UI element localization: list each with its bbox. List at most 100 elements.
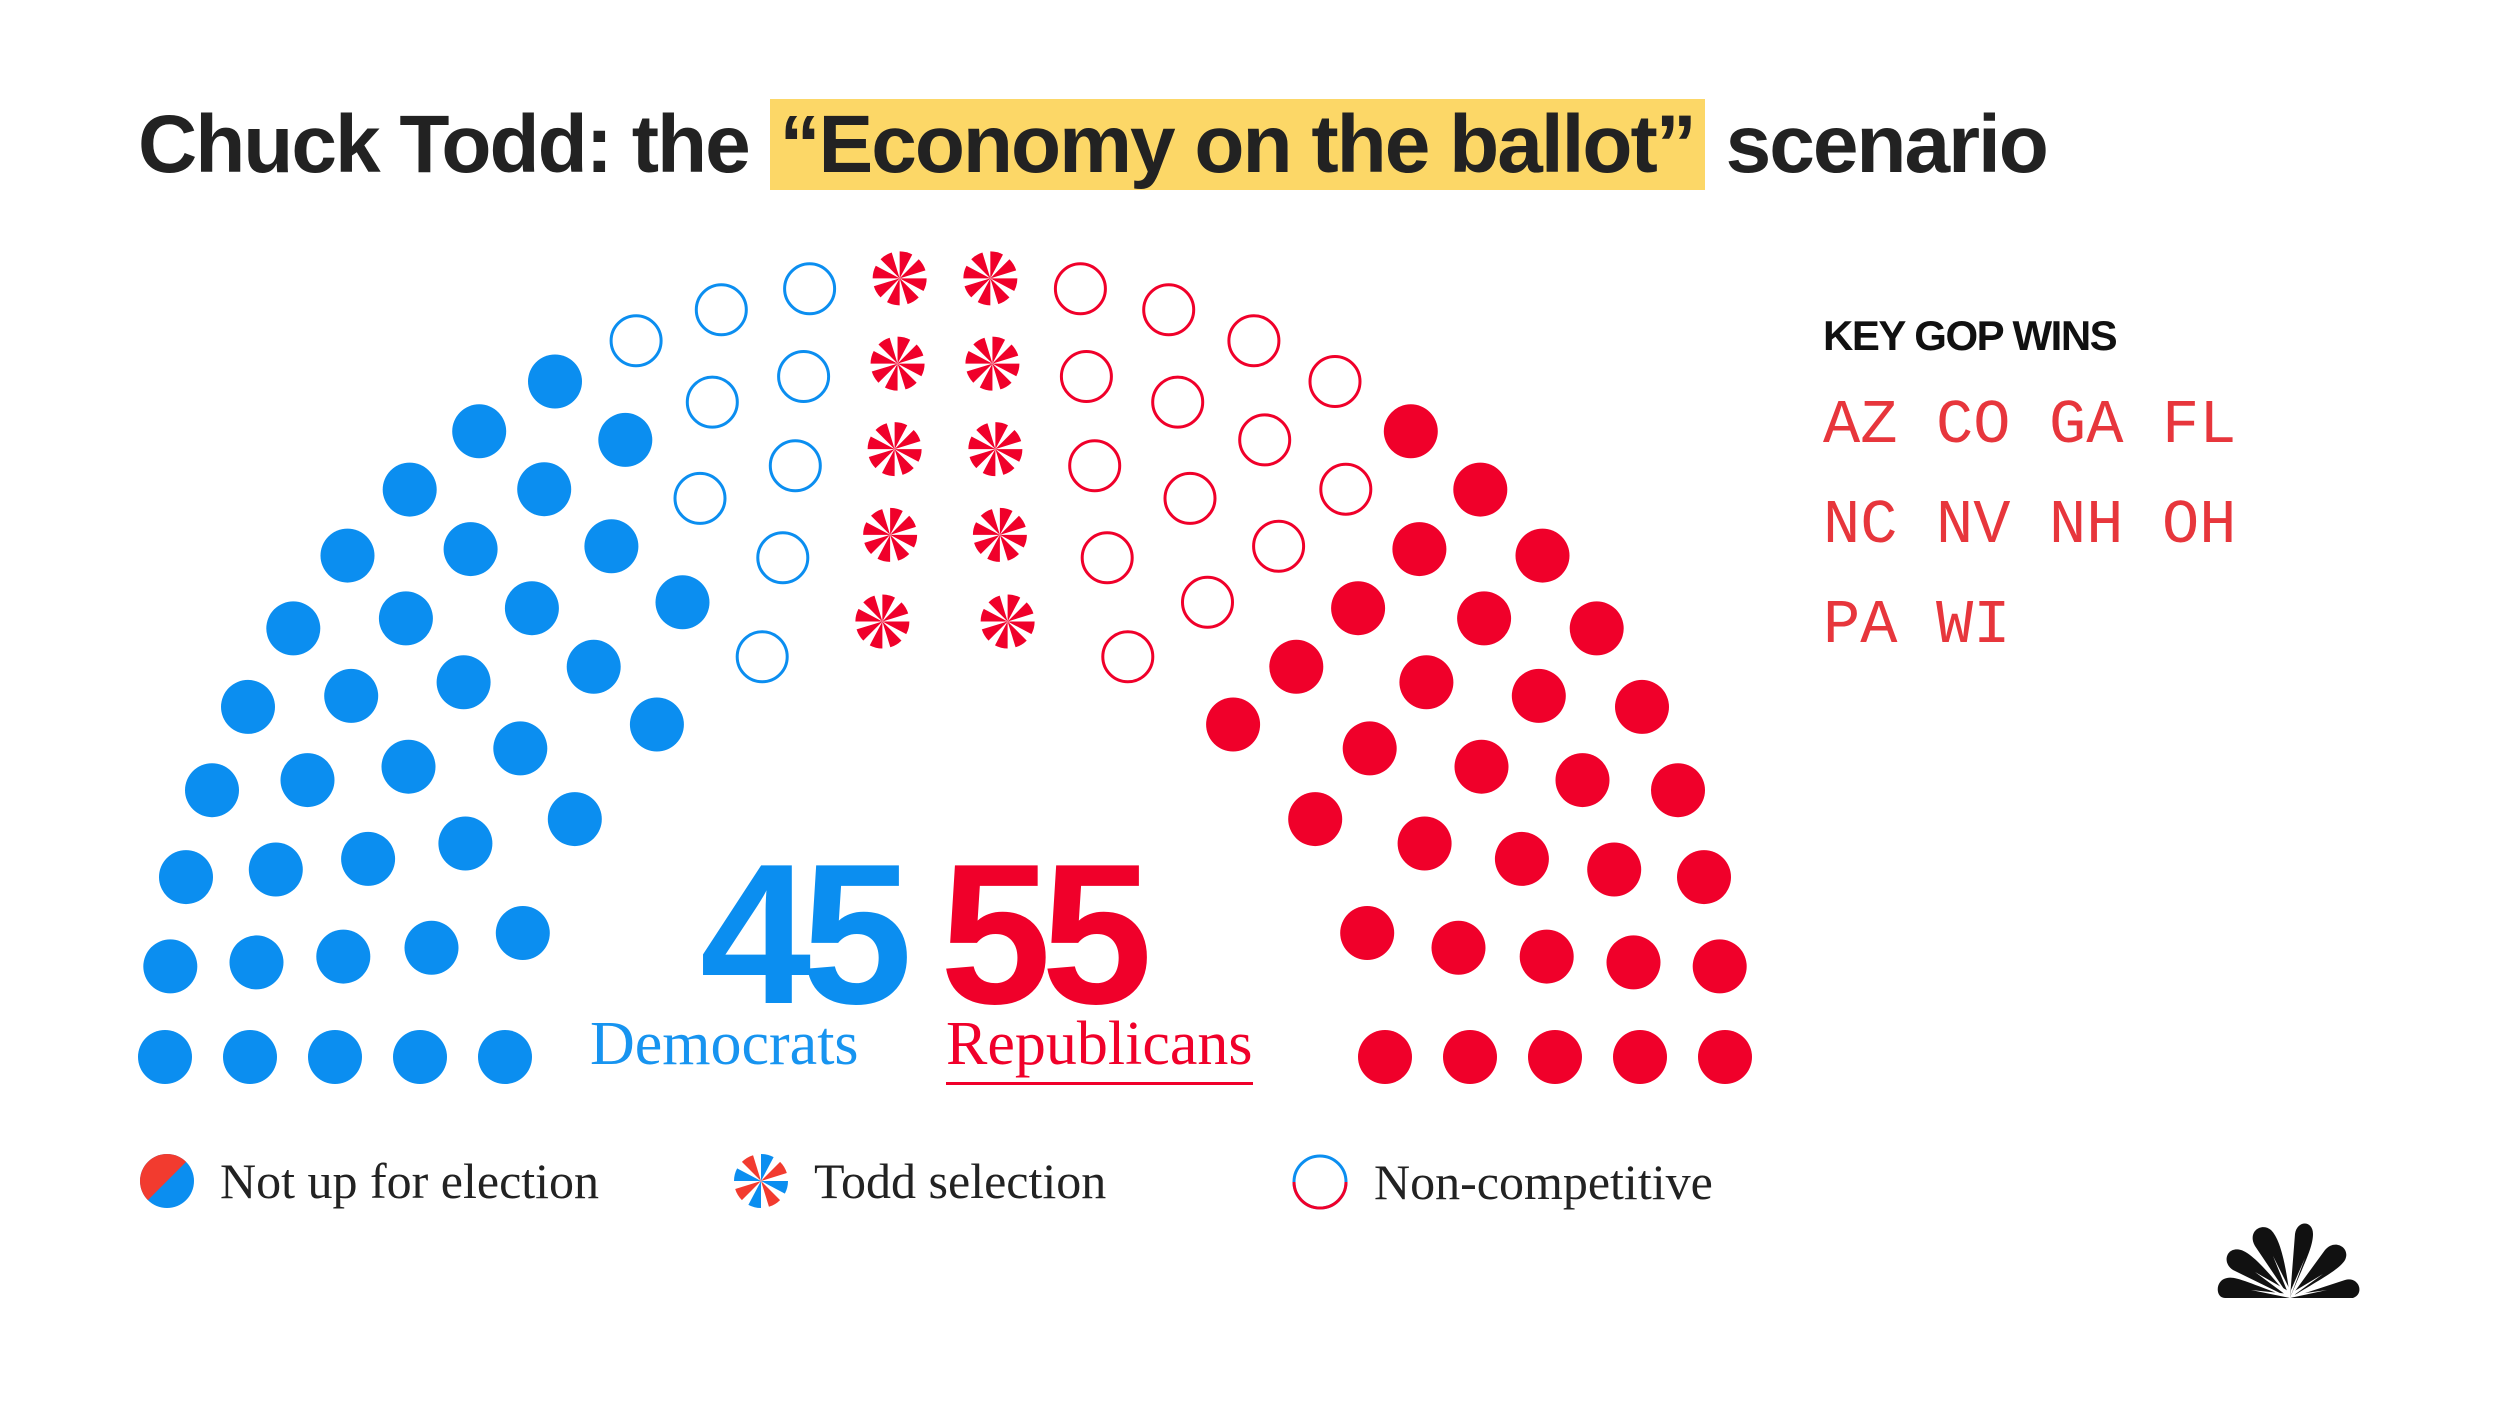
- state-label: NV: [1936, 490, 2011, 561]
- seat-not-up-dem: [478, 1030, 532, 1084]
- key-gop-states: AZ CO GA FL NC NV NH OH PA WI: [1823, 395, 2383, 657]
- legend-noncomp: Non-competitive: [1290, 1152, 1713, 1212]
- pinwheel-wedge: [761, 1181, 781, 1207]
- seat-not-up-rep: [1613, 1030, 1667, 1084]
- state-label: CO: [1936, 390, 2011, 461]
- dem-label: Democrats: [590, 1010, 859, 1078]
- seat-not-up-rep: [1606, 935, 1661, 990]
- seat-not-up-dem: [443, 522, 498, 577]
- seat-todd-rep: [872, 251, 927, 306]
- seat-todd-rep: [965, 336, 1020, 391]
- seat-not-up-rep: [1519, 929, 1574, 984]
- seat-not-up-dem: [517, 462, 572, 517]
- rep-seat-count: 55: [940, 823, 1152, 1046]
- seat-todd-rep: [980, 594, 1035, 649]
- pinwheel-wedge: [735, 1181, 761, 1201]
- seat-not-up-rep: [1555, 753, 1610, 808]
- seat-noncomp-dem: [768, 439, 822, 493]
- seat-noncomp-rep: [1319, 462, 1373, 516]
- seat-not-up-rep: [1698, 1030, 1752, 1084]
- pinwheel-wedge: [748, 1181, 761, 1208]
- seat-not-up-rep: [1397, 816, 1452, 871]
- seat-not-up-rep: [1615, 679, 1669, 734]
- seat-noncomp-dem: [694, 283, 748, 337]
- seat-not-up-rep: [1399, 655, 1454, 710]
- state-label: NH: [2049, 490, 2124, 561]
- legend-todd-label: Todd selection: [814, 1153, 1107, 1209]
- seat-not-up-rep: [1457, 591, 1512, 646]
- seat-not-up-rep: [1454, 739, 1509, 794]
- seat-not-up-rep: [1443, 1030, 1497, 1084]
- seat-not-up-rep: [1288, 792, 1343, 847]
- pinwheel-wedge: [761, 1161, 787, 1181]
- seat-not-up-rep: [1651, 763, 1705, 818]
- seat-noncomp-rep: [1227, 314, 1281, 368]
- seat-not-up-rep: [1692, 939, 1747, 994]
- state-label: WI: [1936, 590, 2011, 661]
- seat-noncomp-dem: [777, 350, 831, 403]
- seat-todd-rep: [968, 422, 1023, 477]
- seat-not-up-dem: [280, 753, 335, 808]
- seat-noncomp-rep: [1059, 350, 1113, 403]
- rep-label: Republicans: [946, 1010, 1253, 1086]
- seat-not-up-dem: [308, 1030, 362, 1084]
- seat-not-up-rep: [1453, 462, 1508, 517]
- state-label: FL: [2162, 390, 2237, 461]
- seat-not-up-dem: [266, 601, 321, 656]
- seat-noncomp-rep: [1142, 283, 1196, 337]
- seat-todd-rep: [963, 251, 1018, 306]
- seat-not-up-rep: [1494, 831, 1549, 886]
- state-label: AZ: [1823, 390, 1898, 461]
- title-prefix: Chuck Todd: the: [138, 99, 751, 190]
- seat-todd-rep: [972, 507, 1027, 562]
- state-label: NC: [1823, 490, 1898, 561]
- seat-not-up-dem: [138, 1030, 192, 1084]
- seat-not-up-rep: [1331, 581, 1386, 636]
- seat-not-up-rep: [1515, 528, 1570, 583]
- seat-noncomp-rep: [1252, 519, 1306, 573]
- seat-not-up-rep: [1431, 920, 1486, 975]
- key-gop-wins-title: KEY GOP WINS: [1823, 312, 2118, 359]
- seat-not-up-dem: [341, 831, 396, 886]
- seat-noncomp-dem: [609, 314, 663, 368]
- seat-not-up-dem: [382, 462, 437, 517]
- seat-not-up-dem: [493, 721, 548, 776]
- seat-not-up-dem: [143, 939, 198, 994]
- seat-not-up-dem: [223, 1030, 277, 1084]
- seat-not-up-dem: [381, 739, 436, 794]
- pinwheel-wedge: [741, 1155, 761, 1181]
- seat-not-up-dem: [495, 906, 550, 960]
- seat-not-up-rep: [1528, 1030, 1582, 1084]
- seat-not-up-dem: [629, 697, 684, 752]
- seat-noncomp-dem: [685, 375, 739, 429]
- state-label: OH: [2162, 490, 2237, 561]
- seat-not-up-dem: [452, 404, 507, 459]
- title-highlight: “Economy on the ballot”: [769, 99, 1705, 190]
- seat-noncomp-rep: [1101, 630, 1155, 684]
- legend-todd: Todd selection: [732, 1152, 1106, 1210]
- seat-not-up-dem: [438, 816, 493, 871]
- title-suffix: scenario: [1725, 99, 2049, 190]
- seat-not-up-dem: [378, 591, 433, 646]
- seat-not-up-dem: [528, 354, 582, 409]
- seat-noncomp-rep: [1053, 262, 1107, 316]
- pinwheel-wedge: [761, 1154, 774, 1181]
- split-circle-icon: [139, 1153, 194, 1208]
- state-label: PA: [1823, 590, 1898, 661]
- seat-not-up-rep: [1587, 842, 1642, 897]
- nbc-peacock-icon: [2217, 1223, 2360, 1298]
- seat-noncomp-rep: [1238, 413, 1292, 467]
- seat-not-up-dem: [547, 792, 602, 847]
- seat-not-up-dem: [504, 581, 559, 636]
- seat-noncomp-rep: [1068, 439, 1122, 493]
- seat-not-up-dem: [248, 842, 303, 897]
- seat-not-up-rep: [1206, 697, 1261, 752]
- seat-todd-rep: [870, 336, 925, 391]
- outline-circle-icon: [1292, 1154, 1348, 1210]
- pinwheel-icon: [734, 1154, 788, 1208]
- seat-todd-rep: [867, 422, 922, 477]
- chart-title: Chuck Todd: the “Economy on the ballot” …: [138, 96, 2049, 194]
- seat-not-up-rep: [1511, 668, 1566, 723]
- legend-noncomp-label: Non-competitive: [1374, 1154, 1713, 1210]
- seat-not-up-dem: [404, 920, 459, 975]
